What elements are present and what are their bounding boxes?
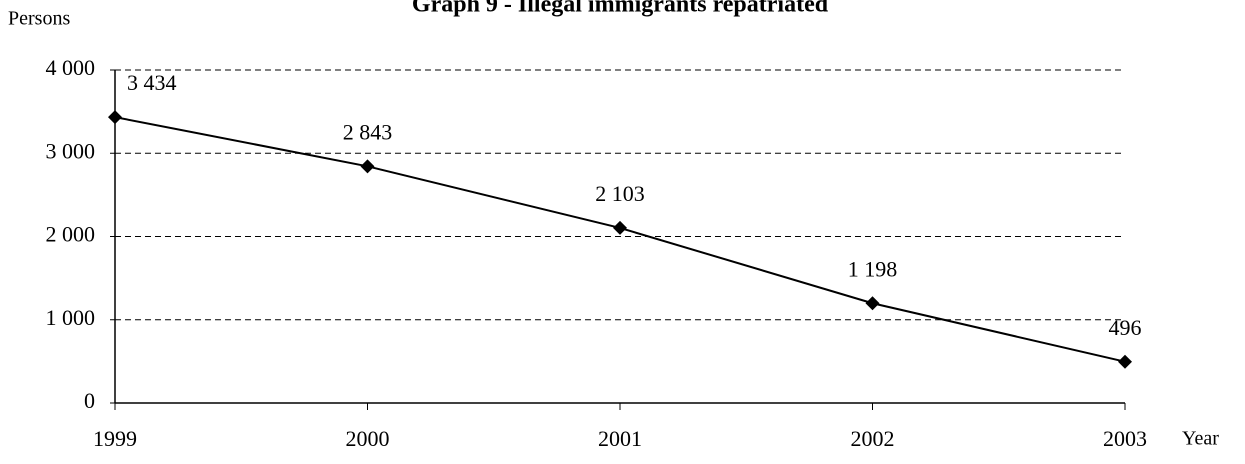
data-line [114, 116, 1126, 363]
data-point [1118, 354, 1132, 369]
chart-title: Graph 9 - Illegal immigrants repatriated [412, 0, 829, 18]
x-tick-label: 2002 [851, 426, 895, 451]
data-point [865, 296, 880, 311]
data-label: 2 843 [343, 119, 393, 144]
y-tick-label: 2 000 [46, 222, 96, 247]
x-tick-label: 2003 [1103, 426, 1147, 451]
data-point [613, 220, 627, 235]
y-tick-label: 0 [84, 388, 95, 413]
data-point [360, 159, 375, 174]
y-tick-label: 1 000 [46, 305, 96, 330]
x-tick-label: 2000 [346, 426, 390, 451]
x-tick-label: 2001 [598, 426, 642, 451]
y-axis-label: Persons [8, 8, 70, 30]
x-tick-label: 1999 [93, 426, 137, 451]
data-label: 3 434 [127, 70, 177, 95]
y-tick-label: 3 000 [46, 138, 96, 163]
data-label: 2 103 [595, 181, 645, 206]
data-label: 1 198 [848, 256, 898, 281]
data-point [108, 110, 122, 125]
y-tick-label: 4 000 [46, 55, 96, 80]
data-label: 496 [1109, 315, 1142, 340]
x-axis-label: Year [1182, 428, 1219, 450]
